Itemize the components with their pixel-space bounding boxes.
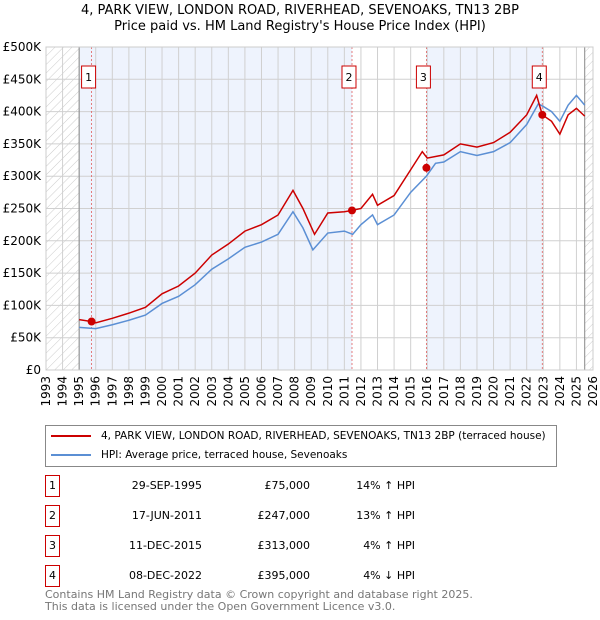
x-tick-label: 2006	[254, 376, 268, 407]
y-tick-label: £0	[26, 363, 41, 377]
sale-date: 11-DEC-2015	[128, 539, 202, 552]
sale-point	[347, 206, 356, 215]
legend-item-hpi: HPI: Average price, terraced house, Seve…	[51, 449, 347, 461]
sale-label-box	[81, 65, 97, 89]
sale-date: 08-DEC-2022	[128, 569, 202, 582]
y-tick-label: £200K	[3, 234, 43, 248]
x-tick-label: 2008	[288, 376, 302, 407]
footer: Contains HM Land Registry data © Crown c…	[45, 589, 473, 613]
chart-subtitle: Price paid vs. HM Land Registry's House …	[114, 19, 486, 34]
x-tick-label: 2000	[155, 376, 169, 407]
x-tick-label: 2011	[337, 376, 351, 407]
x-tick-label: 1994	[56, 376, 70, 407]
sale-label: 4	[536, 71, 543, 84]
chart-title-address: 4, PARK VIEW, LONDON ROAD, RIVERHEAD, SE…	[81, 3, 519, 18]
x-tick-label: 2025	[569, 376, 583, 407]
x-tick-label: 2020	[487, 376, 501, 407]
sale-price: £247,000	[257, 509, 311, 522]
x-tick-label: 2022	[520, 376, 534, 407]
x-tick-label: 2009	[304, 376, 318, 407]
sale-label: 2	[345, 71, 352, 84]
sale-price: £75,000	[264, 479, 311, 492]
legend: 4, PARK VIEW, LONDON ROAD, RIVERHEAD, SE…	[45, 425, 557, 467]
y-tick-label: £450K	[3, 72, 43, 86]
y-tick-label: £150K	[3, 266, 43, 280]
sale-marker-label: 3	[45, 535, 60, 557]
y-tick-label: £100K	[3, 298, 43, 312]
x-tick-label: 2014	[387, 376, 401, 407]
x-tick-label: 1993	[39, 376, 53, 407]
sale-price: £313,000	[257, 539, 311, 552]
sale-point	[422, 163, 431, 172]
hpi-delta: 14% ↑ HPI	[356, 479, 415, 492]
x-tick-label: 2024	[553, 376, 567, 407]
table-row: 4 08-DEC-2022 £395,000 4% ↓ HPI	[45, 565, 415, 587]
x-tick-label: 2002	[188, 376, 202, 407]
sale-label: 1	[85, 71, 92, 84]
legend-label: HPI: Average price, terraced house, Seve…	[101, 449, 348, 461]
x-tick-label: 2016	[420, 376, 434, 407]
sale-price: £395,000	[257, 569, 311, 582]
x-tick-label: 2018	[453, 376, 467, 407]
property-price-line	[79, 93, 586, 324]
table-row: 2 17-JUN-2011 £247,000 13% ↑ HPI	[45, 505, 415, 527]
y-tick-label: £400K	[3, 105, 43, 119]
x-tick-label: 2012	[354, 376, 368, 407]
y-tick-label: £50K	[10, 331, 42, 345]
x-tick-label: 2017	[437, 376, 451, 407]
x-tick-label: 2021	[503, 376, 517, 407]
plot-border	[45, 46, 594, 371]
x-tick-label: 2013	[371, 376, 385, 407]
price-chart: 1993 1994 1995 1996 1997 1998 1999 2000 2001 2002…	[3, 40, 600, 407]
x-tick-label: 2023	[536, 376, 550, 407]
sale-label: 3	[420, 71, 427, 84]
x-tick-label: 2026	[586, 376, 600, 407]
sale-point	[538, 110, 547, 119]
sale-date: 29-SEP-1995	[131, 479, 202, 492]
legend-label: 4, PARK VIEW, LONDON ROAD, RIVERHEAD, SE…	[101, 430, 546, 442]
y-tick-label: £250K	[3, 202, 43, 216]
footer-line: Contains HM Land Registry data © Crown c…	[45, 588, 473, 601]
x-tick-label: 1997	[105, 376, 119, 407]
sale-label-box	[341, 65, 357, 89]
x-tick-label: 2001	[172, 376, 186, 407]
footer-line: This data is licensed under the Open Gov…	[45, 600, 396, 613]
sale-marker-label: 4	[45, 565, 60, 587]
sale-point	[87, 317, 96, 326]
y-tick-label: £300K	[3, 169, 43, 183]
hpi-delta: 4% ↑ HPI	[363, 539, 415, 552]
x-tick-label: 2007	[271, 376, 285, 407]
sale-marker-label: 1	[45, 475, 60, 497]
y-tick-label: £350K	[3, 137, 43, 151]
x-tick-label: 2003	[205, 376, 219, 407]
legend-swatch-blue	[51, 454, 91, 456]
legend-item-property: 4, PARK VIEW, LONDON ROAD, RIVERHEAD, SE…	[51, 430, 546, 442]
table-row: 1 29-SEP-1995 £75,000 14% ↑ HPI	[45, 475, 415, 497]
sale-marker-label: 2	[45, 505, 60, 527]
x-tick-label: 1999	[138, 376, 152, 407]
x-tick-label: 2015	[404, 376, 418, 407]
sale-date: 17-JUN-2011	[131, 509, 202, 522]
x-tick-label: 2004	[221, 376, 235, 407]
x-tick-label: 1996	[89, 376, 103, 407]
table-row: 3 11-DEC-2015 £313,000 4% ↑ HPI	[45, 535, 415, 557]
legend-swatch-red	[51, 435, 91, 437]
x-tick-label: 2005	[238, 376, 252, 407]
x-tick-label: 1995	[72, 376, 86, 407]
sale-label-box	[531, 65, 547, 89]
x-tick-label: 2019	[470, 376, 484, 407]
hpi-line	[79, 94, 586, 330]
hpi-delta: 4% ↓ HPI	[363, 569, 415, 582]
x-tick-label: 2010	[321, 376, 335, 407]
x-tick-label: 1998	[122, 376, 136, 407]
hpi-delta: 13% ↑ HPI	[356, 509, 415, 522]
sale-label-box	[415, 65, 431, 89]
y-tick-label: £500K	[3, 40, 43, 54]
